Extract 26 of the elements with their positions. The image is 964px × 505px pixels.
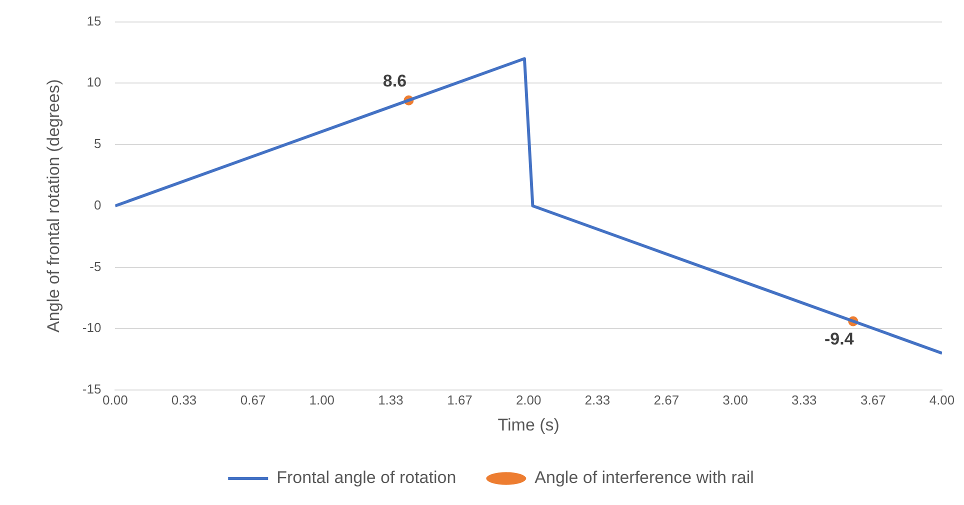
- legend-label: Angle of interference with rail: [534, 468, 754, 488]
- legend-label: Frontal angle of rotation: [276, 468, 456, 488]
- y-tick-label: 0: [94, 197, 102, 212]
- x-tick-label: 1.67: [447, 392, 472, 408]
- y-tick-label: -10: [82, 320, 102, 336]
- y-tick-label: 10: [86, 74, 102, 90]
- x-tick-label: 4.00: [929, 392, 955, 408]
- y-axis-title: Angle of frontal rotation (degrees): [44, 79, 63, 333]
- x-tick-label: 3.00: [722, 392, 748, 408]
- x-tick-label: 3.67: [860, 392, 886, 408]
- x-tick-label: 0.33: [171, 392, 197, 408]
- y-tick-label: -5: [90, 258, 102, 274]
- x-tick-label: 0.00: [102, 392, 128, 408]
- data-label: -9.4: [824, 329, 854, 348]
- x-tick-label: 0.67: [240, 392, 266, 408]
- x-tick-label: 3.33: [791, 392, 817, 408]
- x-tick-label: 1.33: [378, 392, 404, 408]
- x-tick-label: 1.00: [309, 392, 335, 408]
- y-tick-label: 5: [94, 136, 102, 152]
- x-tick-label: 2.33: [584, 392, 610, 408]
- x-tick-label: 2.67: [654, 392, 680, 408]
- data-label: 8.6: [382, 72, 407, 91]
- y-tick-label: 15: [86, 13, 102, 28]
- x-tick-label: 2.00: [516, 392, 542, 408]
- y-tick-label: -15: [82, 382, 102, 397]
- x-axis-title: Time (s): [498, 415, 560, 434]
